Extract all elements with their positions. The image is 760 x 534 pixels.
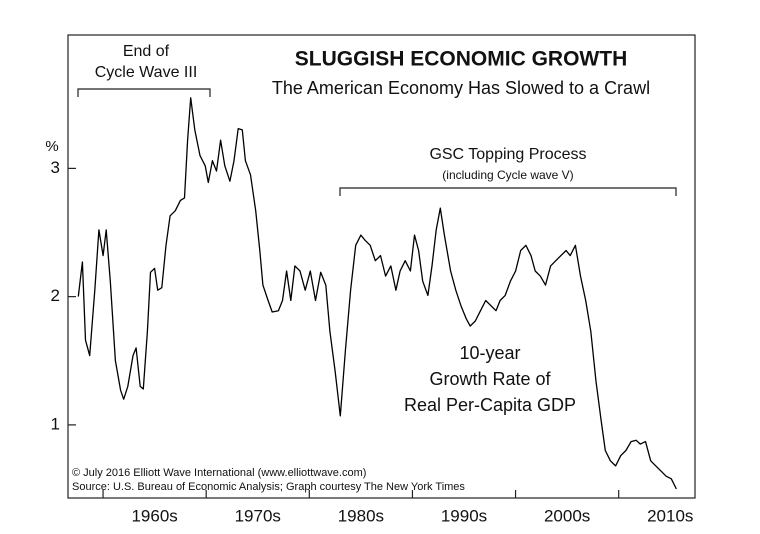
chart-title: SLUGGISH ECONOMIC GROWTH (295, 48, 628, 71)
credit: Source: U.S. Bureau of Economic Analysis… (72, 481, 465, 493)
bracket (77, 88, 211, 97)
plot-frame (67, 34, 696, 499)
annotation: GSC Topping Process (429, 146, 586, 163)
chart-subtitle: The American Economy Has Slowed to a Cra… (272, 78, 650, 98)
series-label: 10-year (459, 343, 520, 363)
series-label: Real Per-Capita GDP (404, 395, 576, 415)
annotation: (including Cycle wave V) (442, 168, 573, 182)
annotation: Cycle Wave III (95, 64, 198, 81)
credit: © July 2016 Elliott Wave International (… (72, 467, 366, 479)
x-tick-label: 1990s (441, 506, 487, 525)
x-tick-label: 2010s (647, 506, 693, 525)
y-tick-label: 3 (51, 158, 60, 177)
x-tick-label: 2000s (544, 506, 590, 525)
x-tick-label: 1960s (131, 506, 177, 525)
y-tick-label: 2 (51, 286, 60, 305)
x-tick-label: 1970s (235, 506, 281, 525)
bracket (339, 187, 677, 196)
series-label: Growth Rate of (429, 369, 551, 389)
y-tick-label: 1 (51, 414, 60, 433)
annotation: End of (123, 43, 170, 60)
x-tick-label: 1980s (338, 506, 384, 525)
y-axis-label: % (45, 138, 58, 155)
data-line (77, 97, 677, 490)
